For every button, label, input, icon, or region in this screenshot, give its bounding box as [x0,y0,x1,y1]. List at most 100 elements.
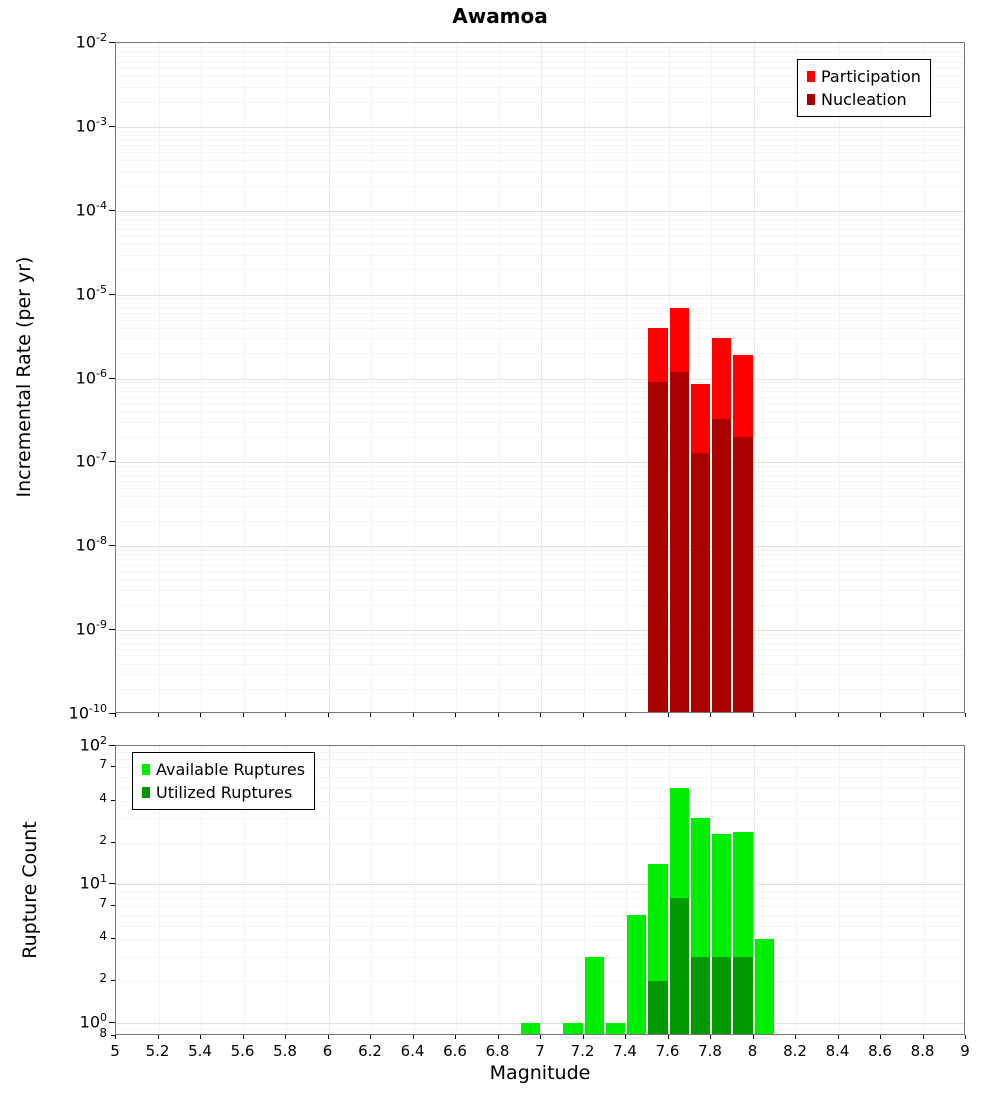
x-tick-label: 8 [747,1042,758,1060]
gridline-minor [116,269,964,271]
legend-row-participation: Participation [807,65,921,88]
x-tick-label: 6.2 [358,1042,382,1060]
gridline-minor [116,229,964,231]
y-tick-label: 101 [79,872,107,893]
gridline-decade [116,546,964,548]
gridline-vertical [838,43,840,712]
y-tick-label: 10-3 [75,114,107,136]
gridline-vertical [328,43,330,712]
rate-legend: Participation Nucleation [797,59,931,118]
y-tick-mark [109,745,115,746]
x-tick-mark [370,713,371,717]
x-tick-mark [582,1035,584,1039]
gridline-minor [116,101,964,103]
gridline-decade [116,462,964,464]
gridline-minor [116,487,964,489]
x-tick-mark [327,1035,329,1039]
y-tick-mark [109,125,115,127]
gridline-vertical [158,746,160,1034]
gridline-minor [116,554,964,556]
gridline-vertical [796,43,797,712]
x-tick-mark [795,1035,796,1039]
gridline-vertical [923,43,925,712]
gridline-minor [116,235,964,237]
y-tick-mark [111,979,115,981]
gridline-minor [116,914,964,916]
gridline-minor [116,480,964,482]
x-tick-mark [965,1035,966,1039]
gridline-minor [116,160,964,162]
gridline-minor [116,338,964,340]
bar-available-ruptures-6.95 [520,1022,540,1034]
gridline-minor [116,152,964,154]
gridline-minor [116,218,964,220]
gridline-minor [116,68,964,70]
x-tick-mark [157,1035,159,1039]
gridline-minor [116,328,964,329]
gridline-vertical [923,746,925,1034]
x-tick-mark [710,713,711,717]
x-tick-mark [540,1035,541,1039]
x-tick-mark [412,713,414,717]
gridline-vertical [286,43,287,712]
gridline-minor [116,214,964,216]
gridline-decade [116,294,964,296]
y-tick-label: 102 [79,734,107,755]
x-tick-label: 7.6 [655,1042,680,1060]
gridline-minor [116,579,964,581]
legend-label-nucleation: Nucleation [821,90,907,110]
x-tick-mark [880,1035,881,1039]
gridline-minor [116,767,964,769]
y-tick-mark [109,209,115,211]
gridline-vertical [753,746,755,1034]
x-tick-mark [922,713,924,717]
x-tick-mark [285,1035,286,1039]
gridline-vertical [583,43,585,712]
gridline-vertical [583,746,585,1034]
gridline-vertical [371,43,372,712]
bar-utilized-ruptures-7.65 [669,897,689,1034]
gridline-minor [116,76,964,78]
incremental-rate-panel [115,42,965,713]
gridline-minor [116,688,964,690]
x-tick-label: 5 [110,1042,120,1060]
gridline-minor [116,61,964,63]
bar-nucleation-7.75 [690,452,710,712]
x-tick-mark [625,713,626,717]
gridline-vertical [541,746,542,1034]
y-tick-mark [109,545,115,547]
x-tick-label: 8.2 [783,1042,807,1060]
gridline-minor [116,905,964,907]
gridline-minor [116,521,964,522]
gridline-vertical [243,746,245,1034]
bar-utilized-ruptures-7.55 [648,980,668,1034]
gridline-vertical [796,746,797,1034]
x-tick-mark [455,713,456,717]
x-tick-mark [965,713,966,717]
bar-utilized-ruptures-7.85 [712,956,732,1034]
gridline-decade [116,630,964,632]
y-tick-mark [111,1035,115,1036]
y-tick-mark [111,938,115,940]
gridline-vertical [498,746,500,1034]
gridline-vertical [668,43,670,712]
gridline-vertical [753,43,755,712]
y-tick-mark [109,883,115,885]
y-tick-label: 10-8 [75,534,107,555]
x-tick-mark [455,1035,456,1039]
gridline-vertical [838,746,840,1034]
x-tick-label: 6.6 [443,1042,467,1060]
x-tick-mark [582,713,584,717]
gridline-minor [116,559,964,561]
gridline-minor [116,604,964,606]
gridline-vertical [541,43,542,712]
gridline-minor [116,759,964,761]
count-legend: Available Ruptures Utilized Ruptures [132,752,316,811]
bar-nucleation-7.85 [712,418,732,712]
gridline-minor [116,411,964,413]
gridline-minor [116,571,964,573]
gridline-vertical [498,43,500,712]
gridline-minor [116,185,964,187]
x-tick-mark [837,713,839,717]
legend-label-participation: Participation [821,67,921,86]
